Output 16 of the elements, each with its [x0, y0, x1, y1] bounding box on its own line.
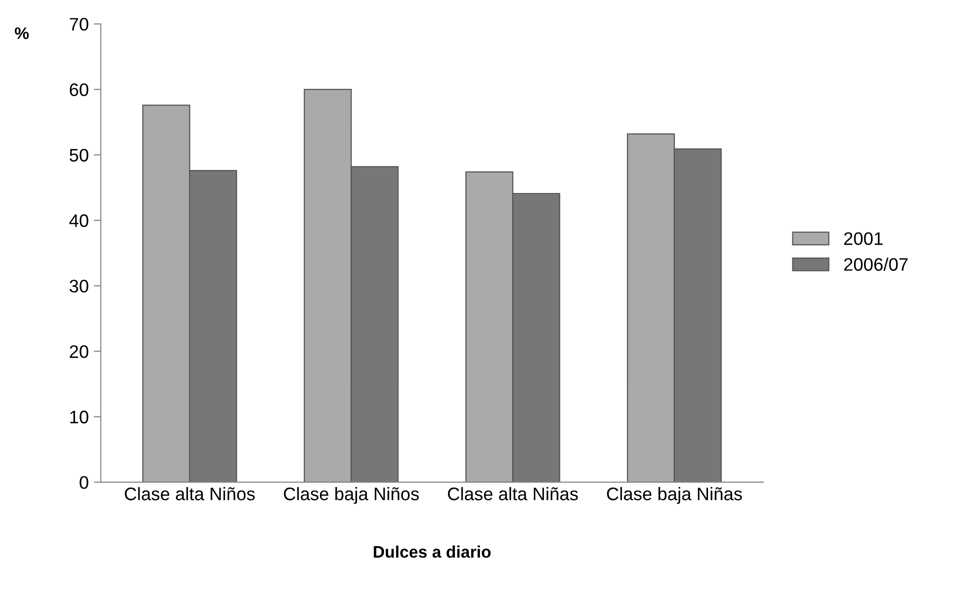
- x-tick-label: Clase alta Niñas: [448, 487, 578, 500]
- y-tick-label: 10: [70, 410, 88, 424]
- legend-label: 2001: [844, 232, 883, 245]
- x-tick-label: Clase baja Niños: [284, 487, 419, 504]
- x-axis-title: Dulces a diario: [374, 546, 491, 558]
- y-tick-label: 60: [70, 83, 88, 96]
- legend-label: 2006/07: [844, 258, 908, 271]
- x-tick-label: Clase alta Niños: [124, 487, 255, 500]
- y-tick-label: 0: [80, 476, 88, 489]
- y-tick-label: 70: [70, 18, 88, 31]
- y-tick-label: 50: [70, 148, 88, 162]
- y-tick-label: 20: [70, 345, 88, 358]
- y-axis-title: %: [14, 27, 29, 40]
- y-tick-label: 40: [69, 214, 88, 228]
- x-tick-label: Clase baja Niñas: [607, 487, 742, 504]
- y-tick-label: 30: [70, 280, 88, 293]
